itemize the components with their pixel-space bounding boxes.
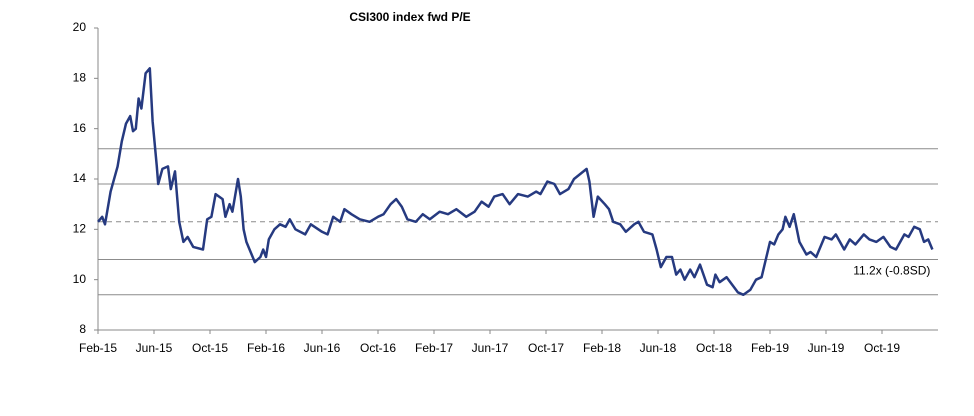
x-tick-label: Oct-17 <box>528 341 564 355</box>
x-tick-label: Jun-16 <box>304 341 341 355</box>
line-series <box>97 67 934 297</box>
y-tick-label: 14 <box>73 171 87 185</box>
y-tick-label: 12 <box>73 222 87 236</box>
x-tick-label: Feb-19 <box>751 341 789 355</box>
y-tick-label: 10 <box>73 272 87 286</box>
x-tick-label: Oct-18 <box>696 341 732 355</box>
x-tick-label: Oct-19 <box>864 341 900 355</box>
y-tick-label: 16 <box>73 121 87 135</box>
x-tick-label: Feb-15 <box>79 341 117 355</box>
x-tick-label: Jun-15 <box>136 341 173 355</box>
x-tick-label: Jun-18 <box>640 341 677 355</box>
x-tick-label: Feb-16 <box>247 341 285 355</box>
y-tick-label: 20 <box>73 20 87 34</box>
x-tick-label: Oct-16 <box>360 341 396 355</box>
x-tick-label: Jun-17 <box>472 341 509 355</box>
annotation: 11.2x (-0.8SD) <box>853 264 930 278</box>
x-tick-label: Oct-15 <box>192 341 228 355</box>
x-tick-label: Feb-17 <box>415 341 453 355</box>
chart-title: CSI300 index fwd P/E <box>349 10 470 24</box>
x-tick-label: Feb-18 <box>583 341 621 355</box>
y-tick-label: 18 <box>73 71 87 85</box>
x-tick-label: Jun-19 <box>808 341 845 355</box>
y-tick-label: 8 <box>79 322 86 336</box>
